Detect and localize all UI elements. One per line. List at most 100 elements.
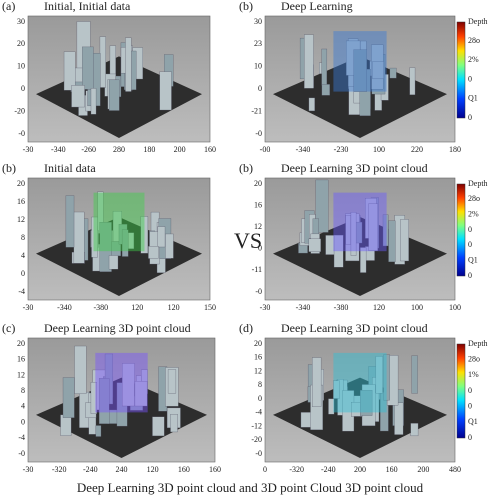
y-tick-label: 0: [21, 84, 25, 93]
panel-title: Deep Learning 3D point cloud: [281, 321, 428, 335]
x-tick-label: 100: [373, 145, 385, 154]
building: [321, 48, 328, 86]
x-tick-label: -260: [81, 145, 96, 154]
x-tick-label: -340: [296, 145, 311, 154]
colorbar-label: Q1: [468, 255, 478, 264]
colorbar-label: 0: [468, 240, 472, 249]
panel-label: (a): [2, 0, 15, 13]
building: [167, 369, 177, 394]
y-tick-label: -0: [255, 129, 262, 138]
building: [350, 212, 357, 256]
y-tick-label: 16: [254, 200, 262, 209]
panel-title: Initial data: [44, 161, 96, 175]
building: [388, 220, 396, 263]
x-tick-label: 220: [411, 145, 423, 154]
y-tick-label: 16: [17, 355, 25, 364]
y-tick-label: -11: [252, 265, 262, 274]
building: [389, 67, 397, 79]
colorbar: [456, 21, 466, 119]
x-tick-label: 100: [449, 303, 461, 312]
x-tick-label: 160: [209, 465, 221, 474]
panel-label: (b): [239, 161, 253, 175]
building: [74, 345, 87, 394]
x-tick-label: -240: [321, 465, 336, 474]
building: [308, 238, 321, 252]
colorbar-label: 1%: [468, 370, 479, 379]
x-tick-label: -30: [260, 303, 271, 312]
highlight-volume: [95, 352, 148, 413]
building: [148, 246, 159, 259]
x-tick-label: 160: [204, 145, 216, 154]
y-tick-label: 10: [17, 62, 25, 71]
y-tick-label: -4: [18, 287, 25, 296]
building: [91, 216, 98, 258]
colorbar-label: Q1: [468, 94, 478, 103]
building: [122, 363, 135, 407]
city-render: [36, 21, 202, 138]
y-tick-label: -12: [251, 421, 262, 430]
y-tick-label: 10: [254, 62, 262, 71]
city-render: [273, 352, 447, 458]
y-tick-label: -0: [18, 129, 25, 138]
panel-title: Deep Learning: [281, 0, 353, 13]
x-tick-label: 200: [417, 465, 429, 474]
highlight-volume: [333, 31, 387, 92]
building: [99, 36, 106, 88]
building: [170, 414, 178, 433]
caption: Deep Learning 3D point cloud and 3D poin…: [77, 480, 424, 495]
y-tick-label: 12: [17, 215, 25, 224]
building: [99, 222, 112, 272]
building: [368, 203, 378, 251]
building: [95, 425, 102, 437]
x-tick-label: -230: [334, 145, 349, 154]
building: [90, 382, 97, 414]
building: [400, 219, 409, 262]
colorbar-label: 0: [468, 225, 472, 234]
x-tick-label: -30: [23, 145, 34, 154]
y-tick-label: -20: [14, 106, 25, 115]
y-tick-label: -0: [18, 449, 25, 458]
panel-label: (b): [239, 0, 253, 13]
x-tick-label: -320: [289, 465, 304, 474]
colorbar-label: 28o: [468, 354, 480, 363]
building: [73, 211, 85, 264]
colorbar-label: Q1: [468, 417, 478, 426]
x-tick-label: -340: [57, 303, 72, 312]
building: [360, 247, 367, 273]
colorbar-label: 0: [468, 386, 472, 395]
vs-label: VS: [234, 228, 262, 253]
building: [159, 71, 172, 111]
building: [372, 61, 384, 80]
y-tick-label: -4: [255, 408, 262, 417]
colorbar-label: 28o: [468, 194, 480, 203]
building: [382, 214, 389, 247]
building: [108, 79, 120, 111]
y-tick-label: -0: [255, 287, 262, 296]
y-tick-label: 20: [17, 39, 25, 48]
x-tick-label: -320: [52, 465, 67, 474]
building: [353, 49, 367, 92]
y-tick-label: 20: [254, 179, 262, 188]
highlight-volume: [93, 192, 145, 252]
x-tick-label: 160: [178, 465, 190, 474]
colorbar-label: Depth: [468, 339, 488, 348]
y-tick-label: 12: [17, 370, 25, 379]
colorbar-label: 2%: [468, 55, 479, 64]
building: [134, 381, 148, 407]
y-tick-label: 30: [17, 17, 25, 26]
building: [165, 233, 174, 259]
y-tick-label: 16: [17, 197, 25, 206]
building: [308, 97, 315, 112]
panel-title: Deep Learning 3D point cloud: [281, 161, 428, 175]
y-tick-label: 20: [17, 339, 25, 348]
y-tick-label: 12: [254, 366, 262, 375]
y-tick-label: 30: [254, 17, 262, 26]
building: [65, 195, 75, 248]
y-tick-label: 0: [258, 84, 262, 93]
building: [304, 34, 314, 89]
building: [60, 414, 72, 436]
x-tick-label: 240: [116, 465, 128, 474]
building: [90, 88, 97, 115]
y-tick-label: 23: [254, 39, 262, 48]
x-tick-label: 120: [131, 303, 143, 312]
